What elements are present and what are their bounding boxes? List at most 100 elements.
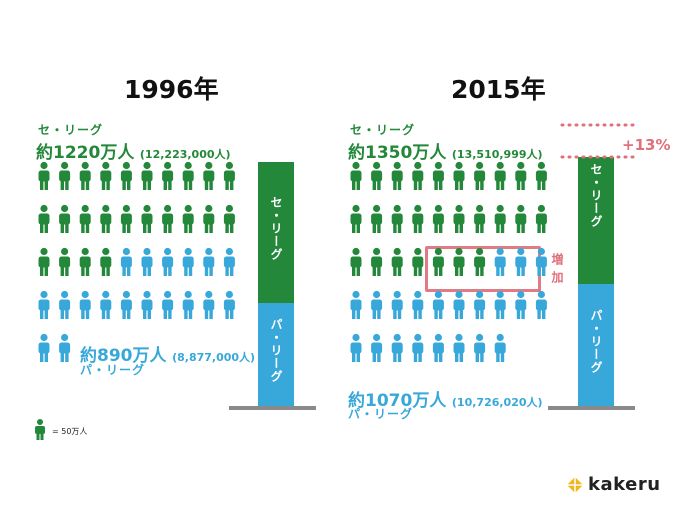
pacific-person-icon-1996 [203, 247, 215, 276]
central-league-label-1996: セ・リーグ [38, 123, 104, 137]
increase-percent: +13% [622, 136, 671, 154]
central-person-icon-1996 [182, 161, 194, 190]
legend-person-icon [35, 419, 45, 440]
pacific-person-icon-1996 [182, 247, 194, 276]
central-person-icon-1996 [203, 161, 215, 190]
central-person-icon-1996 [162, 204, 174, 233]
central-person-icon-1996 [223, 204, 235, 233]
pacific-person-icon-2015 [371, 290, 383, 319]
central-person-icon-1996 [38, 247, 50, 276]
central-person-icon-1996 [100, 204, 112, 233]
pacific-exact-1996: (8,877,000人) [172, 351, 256, 364]
central-person-icon-1996 [182, 204, 194, 233]
title-2015: 2015年 [451, 75, 546, 104]
pacific-person-icon-2015 [494, 247, 506, 276]
pacific-person-icon-1996 [59, 290, 71, 319]
pacific-league-label-1996: パ・リーグ [80, 363, 146, 377]
central-person-icon-2015 [494, 161, 506, 190]
central-person-icon-2015 [350, 247, 362, 276]
central-person-icon-1996 [38, 204, 50, 233]
central-person-icon-2015 [371, 204, 383, 233]
pacific-person-icon-2015 [515, 290, 527, 319]
bar-1996-central [258, 162, 294, 303]
central-person-icon-2015 [412, 247, 424, 276]
bar-2015-pacific-label: パ・リーグ [589, 309, 603, 374]
central-league-label-2015: セ・リーグ [350, 123, 416, 137]
central-person-icon-2015 [350, 161, 362, 190]
pacific-value-1996: 約890万人 [80, 346, 167, 366]
pacific-person-icon-1996 [223, 247, 235, 276]
pacific-person-icon-1996 [182, 290, 194, 319]
brand-name: kakeru [588, 474, 661, 495]
central-person-icon-2015 [474, 247, 486, 276]
bar-2015-pacific [578, 284, 614, 407]
central-person-icon-2015 [453, 161, 465, 190]
pacific-value-2015: 約1070万人 [348, 391, 447, 411]
pacific-person-icon-1996 [100, 290, 112, 319]
pacific-person-icon-2015 [412, 333, 424, 362]
central-attendance-2015: 約1350万人 (13,510,999人) [348, 138, 543, 163]
pacific-person-icon-2015 [535, 247, 547, 276]
central-person-icon-1996 [79, 204, 91, 233]
pacific-league-label-2015: パ・リーグ [348, 407, 414, 421]
kakeru-logo-icon [567, 477, 583, 493]
legend-text: = 50万人 [52, 427, 88, 436]
pacific-person-icon-1996 [141, 247, 153, 276]
central-person-icon-2015 [474, 204, 486, 233]
title-1996: 1996年 [124, 75, 219, 104]
central-attendance-1996: 約1220万人 (12,223,000人) [36, 138, 231, 163]
bar-2015-central [578, 157, 614, 284]
pacific-person-icon-2015 [371, 333, 383, 362]
pacific-person-icon-2015 [350, 290, 362, 319]
central-person-icon-1996 [100, 247, 112, 276]
pacific-person-icon-1996 [120, 290, 132, 319]
central-person-icon-1996 [79, 247, 91, 276]
increase-label: 増加 [550, 253, 564, 289]
pacific-person-icon-1996 [59, 333, 71, 362]
pacific-exact-2015: (10,726,020人) [451, 396, 543, 409]
pacific-person-icon-1996 [162, 247, 174, 276]
pacific-person-icon-2015 [391, 290, 403, 319]
pacific-person-icon-1996 [162, 290, 174, 319]
central-person-icon-1996 [120, 161, 132, 190]
central-person-icon-1996 [59, 204, 71, 233]
central-person-icon-1996 [203, 204, 215, 233]
pacific-person-icon-1996 [38, 333, 50, 362]
central-person-icon-1996 [59, 161, 71, 190]
pacific-person-icon-1996 [120, 247, 132, 276]
central-person-icon-1996 [100, 161, 112, 190]
central-person-icon-2015 [391, 247, 403, 276]
central-value-2015: 約1350万人 [348, 143, 447, 163]
pacific-person-icon-1996 [203, 290, 215, 319]
pacific-attendance-1996: 約890万人 (8,877,000人) [80, 341, 255, 366]
central-person-icon-2015 [412, 204, 424, 233]
central-person-icon-2015 [535, 204, 547, 233]
pacific-person-icon-2015 [432, 333, 444, 362]
central-person-icon-2015 [350, 204, 362, 233]
increase-markers [560, 123, 636, 159]
central-person-icon-1996 [59, 247, 71, 276]
pacific-person-icon-2015 [494, 290, 506, 319]
central-person-icon-2015 [391, 204, 403, 233]
bar-1996-pacific [258, 303, 294, 407]
central-person-icon-2015 [515, 204, 527, 233]
central-person-icon-1996 [223, 161, 235, 190]
central-person-icon-2015 [391, 161, 403, 190]
central-person-icon-2015 [432, 204, 444, 233]
pacific-person-icon-2015 [391, 333, 403, 362]
pacific-person-icon-2015 [350, 333, 362, 362]
central-person-icon-2015 [432, 247, 444, 276]
pacific-person-icon-2015 [515, 247, 527, 276]
central-person-icon-1996 [141, 204, 153, 233]
central-person-icon-1996 [162, 161, 174, 190]
central-person-icon-2015 [432, 161, 444, 190]
pacific-person-icon-1996 [38, 290, 50, 319]
pacific-person-icon-1996 [141, 290, 153, 319]
pacific-person-icon-1996 [223, 290, 235, 319]
central-person-icon-1996 [79, 161, 91, 190]
central-person-icon-1996 [38, 161, 50, 190]
pacific-person-icon-2015 [432, 290, 444, 319]
central-person-icon-2015 [474, 161, 486, 190]
